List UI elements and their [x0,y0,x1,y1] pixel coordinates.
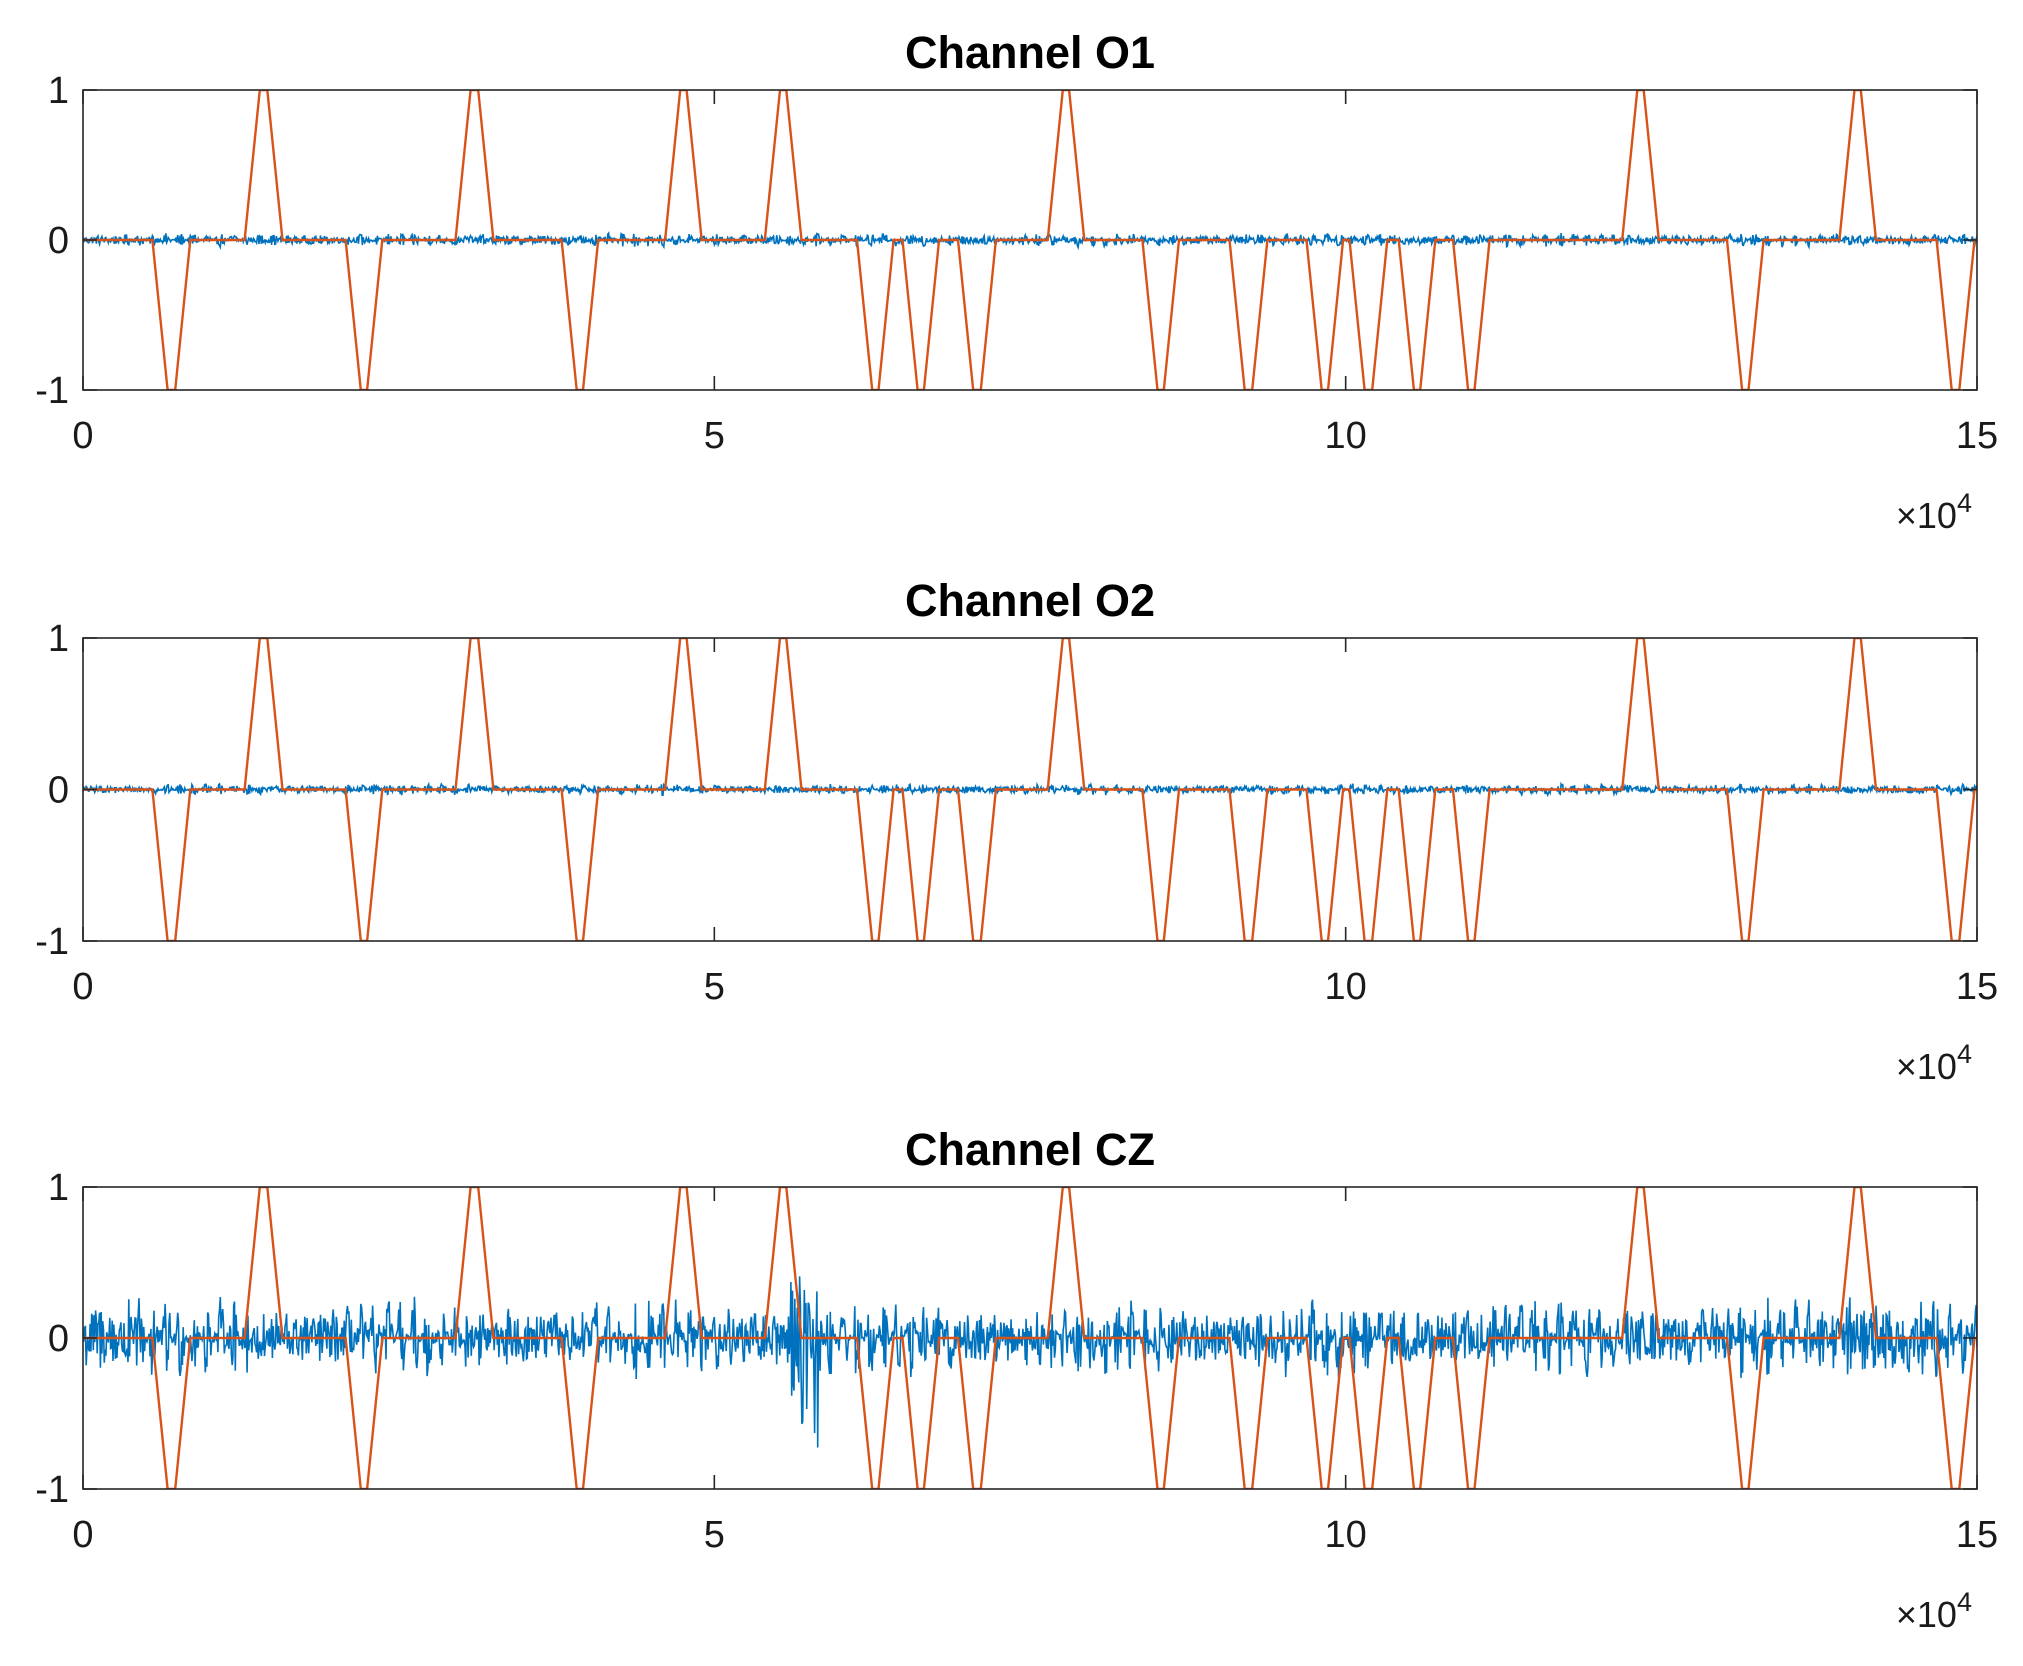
y-tick-label: -1 [35,370,69,412]
eeg-signal-line [83,1276,1977,1448]
x-tick-label: 0 [72,1514,93,1556]
x-tick-label: 10 [1325,415,1367,457]
y-tick-label: 0 [48,1318,69,1360]
x-exponent-label: ×104 [1896,1587,1972,1635]
y-tick-label: 1 [48,70,69,112]
chart-title: Channel O2 [905,575,1155,626]
y-tick-label: 1 [48,1167,69,1209]
plot-area [83,1187,1977,1489]
plot-area [83,638,1977,941]
x-tick-label: 5 [704,415,725,457]
y-tick-label: 0 [48,770,69,812]
x-tick-label: 5 [704,1514,725,1556]
y-tick-label: -1 [35,921,69,963]
chart-title: Channel O1 [905,27,1155,78]
x-tick-label: 15 [1956,966,1998,1008]
x-tick-label: 0 [72,415,93,457]
x-exponent-label: ×104 [1896,1039,1972,1087]
plot-area [83,90,1977,390]
chart-title: Channel CZ [905,1124,1155,1175]
x-tick-label: 0 [72,966,93,1008]
x-tick-label: 15 [1956,1514,1998,1556]
x-tick-label: 15 [1956,415,1998,457]
y-tick-label: 0 [48,220,69,262]
x-tick-label: 5 [704,966,725,1008]
x-tick-label: 10 [1325,966,1367,1008]
x-exponent-label: ×104 [1896,488,1972,536]
y-tick-label: -1 [35,1469,69,1511]
x-tick-label: 10 [1325,1514,1367,1556]
y-tick-label: 1 [48,618,69,660]
